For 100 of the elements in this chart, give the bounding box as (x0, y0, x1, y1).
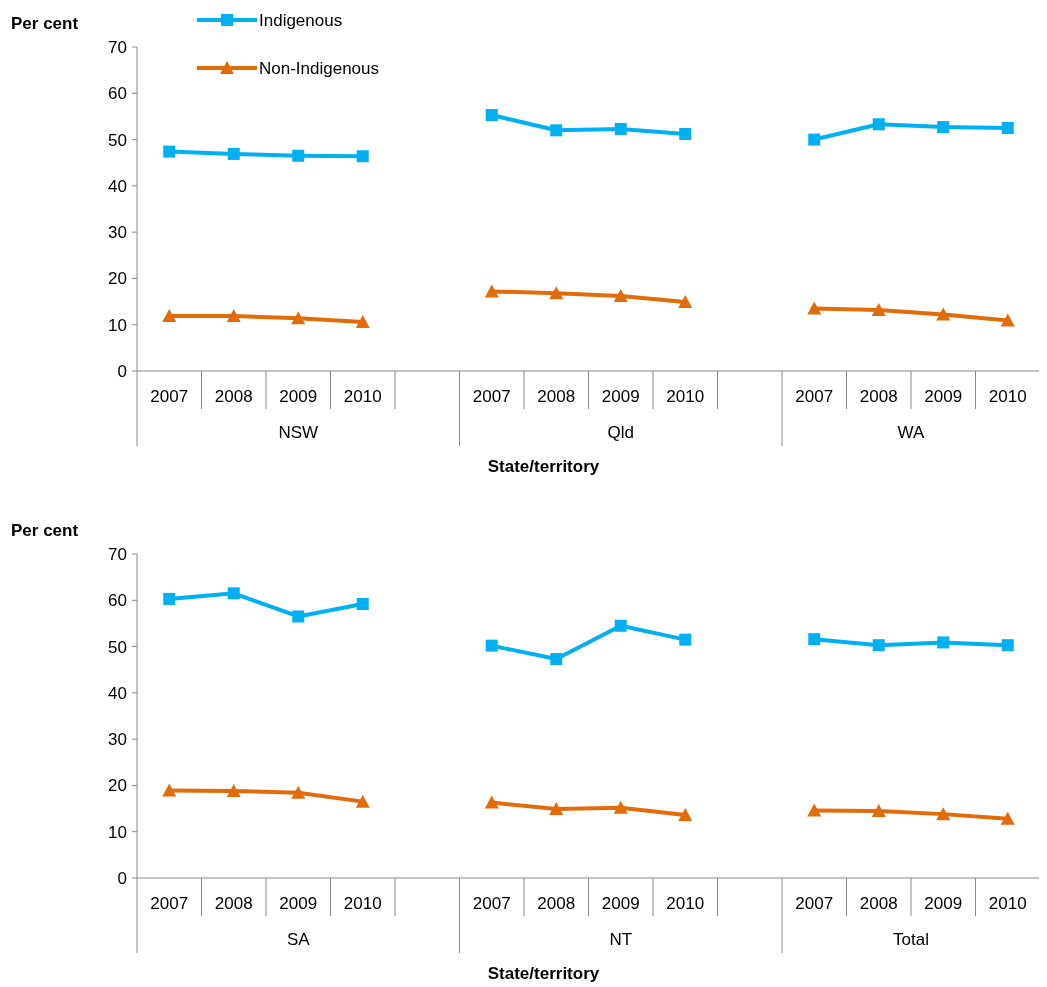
y-tick-label: 0 (117, 362, 127, 381)
point (807, 301, 822, 315)
x-tick-label: 2009 (279, 387, 318, 406)
x-axis-title: State/territory (487, 457, 600, 476)
x-tick-label: 2007 (472, 387, 511, 406)
point (613, 800, 628, 814)
point (484, 795, 499, 809)
point (678, 295, 693, 309)
x-tick-label: 2009 (601, 894, 640, 913)
point (613, 289, 628, 303)
point (937, 636, 950, 649)
point (1000, 313, 1015, 327)
x-tick-label: 2007 (150, 387, 189, 406)
point (678, 808, 693, 822)
point (162, 308, 177, 322)
point (614, 122, 627, 135)
point (936, 307, 951, 321)
x-tick-label: 2010 (343, 387, 382, 406)
x-tick-label: 2007 (472, 894, 511, 913)
y-tick-label: 10 (108, 315, 127, 335)
point (871, 803, 886, 817)
y-tick-label: 20 (108, 776, 127, 796)
point (1001, 122, 1014, 134)
x-tick-label: 2009 (924, 894, 963, 913)
x-tick-label: 2008 (859, 894, 898, 913)
point (937, 121, 950, 134)
text: Qld (607, 423, 634, 442)
point (1001, 639, 1014, 652)
point (679, 633, 692, 646)
point (679, 128, 692, 141)
point (291, 311, 306, 325)
point (485, 639, 498, 652)
point (292, 149, 305, 162)
y-tick-label: 0 (117, 869, 127, 888)
x-tick-label: 2008 (214, 894, 253, 913)
x-tick-label: 2010 (666, 387, 705, 406)
point (871, 302, 886, 316)
point (872, 118, 885, 131)
text: SA (286, 930, 311, 949)
point (1000, 811, 1015, 825)
x-tick-label: 2007 (150, 894, 189, 913)
point (808, 633, 821, 646)
x-tick-label: 2010 (988, 894, 1027, 913)
point (227, 587, 240, 600)
point (936, 807, 951, 821)
y-tick-label: 60 (108, 591, 127, 611)
x-axis-title: State/territory (487, 964, 600, 983)
point (356, 597, 369, 610)
point (614, 619, 627, 632)
point (162, 783, 177, 797)
point (550, 124, 563, 137)
x-tick-label: 2009 (279, 894, 318, 913)
y-tick-label: 70 (108, 545, 127, 564)
point (356, 150, 369, 163)
y-tick-label: 60 (108, 84, 127, 104)
y-tick-label: 20 (108, 269, 127, 289)
x-tick-label: 2010 (988, 387, 1027, 406)
point (484, 284, 499, 298)
y-tick-label: 50 (108, 130, 127, 150)
x-tick-label: 2008 (859, 387, 898, 406)
text: WA (897, 423, 926, 442)
point (292, 610, 305, 623)
y-axis-title: Per cent (11, 14, 79, 33)
point (872, 639, 885, 652)
y-tick-label: 30 (108, 223, 127, 243)
text: NT (609, 930, 633, 949)
x-tick-label: 2010 (666, 894, 705, 913)
point (291, 785, 306, 799)
legend-label: Indigenous (259, 11, 343, 30)
x-tick-label: 2010 (343, 894, 382, 913)
legend-label: Non-Indigenous (259, 59, 380, 78)
point (549, 286, 564, 300)
x-tick-label: 2007 (795, 894, 834, 913)
x-tick-label: 2008 (214, 387, 253, 406)
point (163, 592, 176, 605)
x-tick-label: 2009 (601, 387, 640, 406)
point (227, 147, 240, 160)
point (355, 314, 370, 328)
y-tick-label: 40 (108, 176, 127, 196)
x-tick-label: 2007 (795, 387, 834, 406)
y-tick-label: 10 (108, 822, 127, 842)
point (808, 133, 821, 146)
point (226, 308, 241, 322)
point (485, 109, 498, 122)
point (163, 145, 176, 158)
text: NSW (278, 423, 319, 442)
y-tick-label: 50 (108, 637, 127, 657)
x-tick-label: 2008 (537, 894, 576, 913)
y-tick-label: 70 (108, 38, 127, 57)
text: Total (893, 930, 929, 949)
y-axis-title: Per cent (11, 521, 79, 540)
y-tick-label: 30 (108, 730, 127, 750)
point (355, 794, 370, 808)
point (549, 802, 564, 816)
x-tick-label: 2009 (924, 387, 963, 406)
point (807, 803, 822, 817)
x-tick-label: 2008 (537, 387, 576, 406)
point (550, 653, 563, 666)
y-tick-label: 40 (108, 683, 127, 703)
point (226, 783, 241, 797)
